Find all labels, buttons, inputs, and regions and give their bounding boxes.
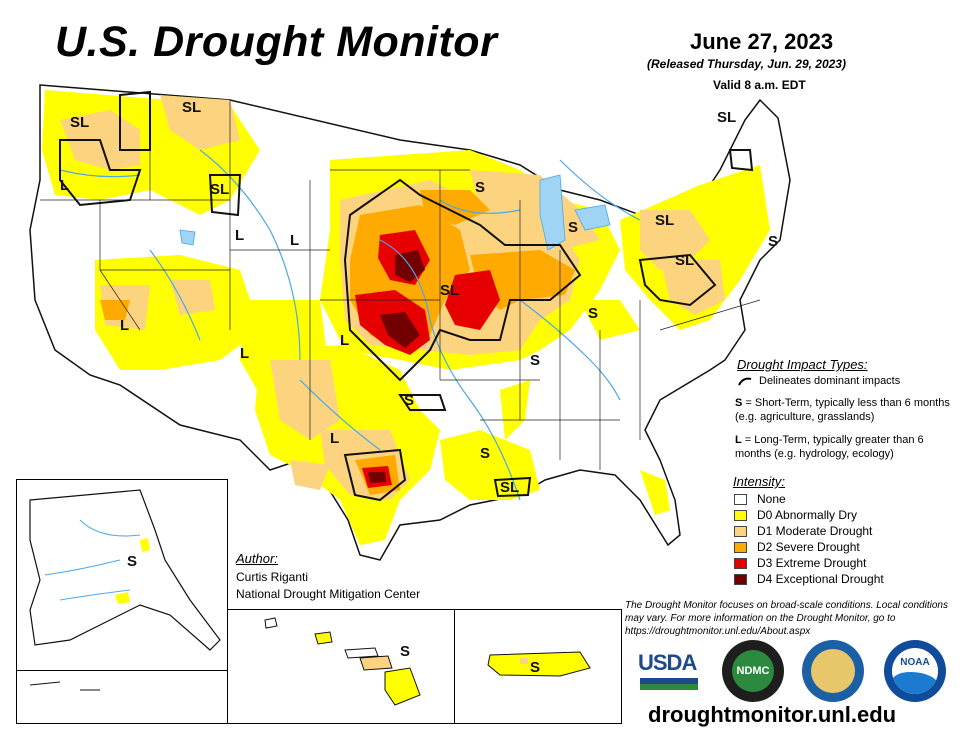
- label-s: S: [530, 352, 540, 369]
- label-sl: SL: [500, 479, 519, 496]
- intensity-legend: None D0 Abnormally Dry D1 Moderate Droug…: [734, 491, 884, 587]
- legend-swatch: [734, 509, 747, 521]
- commerce-seal-center: [811, 649, 855, 693]
- disclaimer-text: The Drought Monitor focuses on broad-sca…: [625, 600, 948, 637]
- short-term-code: S: [735, 397, 743, 409]
- ndmc-logo-text: NDMC: [732, 650, 774, 692]
- label-l: L: [290, 232, 299, 249]
- hawaii-map: S: [264, 617, 421, 706]
- impact-line-label: Delineates dominant impacts: [759, 375, 901, 387]
- label-sl: SL: [655, 212, 674, 229]
- puerto-rico-map: S: [487, 651, 591, 677]
- noaa-logo-center: NOAA: [892, 648, 938, 694]
- noaa-logo-wave: [892, 672, 938, 694]
- rivers: [59, 149, 641, 501]
- label-s: S: [480, 445, 490, 462]
- label-s: S: [568, 219, 578, 236]
- impact-labels: SL SL L SL L L L L L L SL S S S S S S SL…: [60, 99, 778, 496]
- label-sl: SL: [70, 114, 89, 131]
- commerce-seal-logo[interactable]: [802, 640, 864, 702]
- website-url[interactable]: droughtmonitor.unl.edu: [648, 702, 897, 727]
- great-lakes: [179, 174, 611, 251]
- puerto-rico-inset-frame: [454, 609, 622, 724]
- long-term-description: L = Long-Term, typically greater than 6 …: [735, 433, 950, 461]
- label-sl: SL: [675, 252, 694, 269]
- noaa-logo-text: NOAA: [900, 657, 930, 668]
- legend-label: D4 Exceptional Drought: [757, 572, 884, 586]
- author-name: Curtis Riganti: [236, 570, 309, 584]
- legend-swatch: [734, 541, 747, 553]
- label-s: S: [127, 553, 137, 570]
- legend-swatch: [734, 573, 747, 585]
- impact-line-icon: [738, 377, 752, 386]
- impact-line-legend: Delineates dominant impacts: [737, 375, 900, 387]
- alaska-inset-frame: [16, 479, 228, 724]
- label-s: S: [530, 659, 540, 676]
- hawaii-inset-frame: [227, 609, 455, 724]
- legend-swatch: [734, 525, 747, 537]
- legend-swatch: [734, 493, 747, 505]
- legend-item: D2 Severe Drought: [734, 539, 884, 555]
- long-term-text: = Long-Term, typically greater than 6 mo…: [735, 434, 924, 460]
- legend-item: D3 Extreme Drought: [734, 555, 884, 571]
- label-s: S: [400, 643, 410, 660]
- label-s: S: [768, 233, 778, 250]
- usda-logo-stripe: [640, 678, 698, 684]
- label-sl: SL: [210, 181, 229, 198]
- alaska-map: S: [29, 489, 221, 691]
- legend-label: D2 Severe Drought: [757, 540, 860, 554]
- legend-swatch: [734, 557, 747, 569]
- map-date: June 27, 2023: [690, 29, 834, 54]
- label-s: S: [475, 179, 485, 196]
- usda-logo-stripe: [640, 684, 698, 690]
- impact-types-heading: Drought Impact Types:: [737, 357, 868, 372]
- valid-time: Valid 8 a.m. EDT: [713, 78, 806, 92]
- legend-item: D0 Abnormally Dry: [734, 507, 884, 523]
- partner-logos: USDA NDMC NOAA: [632, 640, 957, 702]
- legend-item: D1 Moderate Drought: [734, 523, 884, 539]
- release-date: (Released Thursday, Jun. 29, 2023): [647, 57, 846, 71]
- label-l: L: [235, 227, 244, 244]
- legend-item: None: [734, 491, 884, 507]
- label-l: L: [60, 177, 69, 194]
- author-organization: National Drought Mitigation Center: [236, 587, 421, 601]
- label-l: L: [240, 345, 249, 362]
- short-term-description: S = Short-Term, typically less than 6 mo…: [735, 396, 950, 424]
- alaska-inset-divider: [16, 670, 228, 671]
- label-l: L: [120, 317, 129, 334]
- legend-label: D3 Extreme Drought: [757, 556, 867, 570]
- ndmc-logo[interactable]: NDMC: [722, 640, 784, 702]
- usda-logo[interactable]: USDA: [638, 650, 700, 690]
- intensity-heading: Intensity:: [733, 474, 786, 489]
- legend-label: D0 Abnormally Dry: [757, 508, 858, 522]
- label-l: L: [330, 430, 339, 447]
- label-sl: SL: [717, 109, 736, 126]
- impact-lines: [59, 90, 754, 502]
- noaa-logo[interactable]: NOAA: [884, 640, 946, 702]
- label-sl: SL: [440, 282, 459, 299]
- long-term-code: L: [735, 434, 742, 446]
- legend-label: None: [757, 492, 786, 506]
- author-heading: Author:: [236, 551, 278, 566]
- map-title: U.S. Drought Monitor: [55, 18, 498, 66]
- label-s: S: [404, 392, 414, 409]
- label-s: S: [588, 305, 598, 322]
- usda-logo-text: USDA: [638, 650, 697, 675]
- legend-label: D1 Moderate Drought: [757, 524, 873, 538]
- d4-regions: [368, 250, 425, 483]
- label-l: L: [340, 332, 349, 349]
- label-sl: SL: [182, 99, 201, 116]
- short-term-text: = Short-Term, typically less than 6 mont…: [735, 397, 950, 423]
- legend-item: D4 Exceptional Drought: [734, 571, 884, 587]
